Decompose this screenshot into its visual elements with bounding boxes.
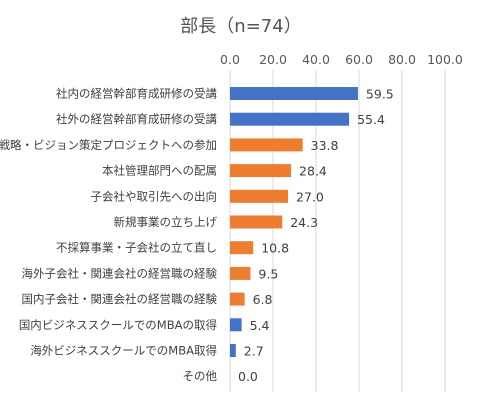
data-label: 59.5 [366,87,394,102]
bar [230,138,303,152]
bar [230,266,251,280]
x-tick-label: 40.0 [302,52,330,67]
category-label: 新規事業の立ち上げ [114,215,218,229]
chart-title: 部長（n=74） [180,16,301,37]
data-label: 5.4 [250,318,270,333]
bar [230,189,289,203]
bar [230,215,283,229]
x-tick-label: 80.0 [388,52,416,67]
x-axis-ticks: 0.0 20.0 40.0 60.0 80.0 100.0 [220,52,463,67]
bar [230,164,292,178]
category-label: 不採算事業・子会社の立て直し [56,241,217,255]
category-label: その他 [183,369,218,383]
category-labels: 社内の経営幹部育成研修の受講社外の経営幹部育成研修の受講戦略・ビジョン策定プロジ… [0,87,217,384]
category-label: 国内ビジネススクールでのMBAの取得 [19,318,217,332]
data-label: 10.8 [261,241,289,256]
x-tick-label: 60.0 [345,52,373,67]
category-label: 社内の経営幹部育成研修の受講 [56,87,217,101]
category-label: 社外の経営幹部育成研修の受講 [56,112,217,126]
bar [230,344,236,357]
data-label: 6.8 [253,292,273,307]
bar [230,87,358,100]
bar [230,241,254,255]
data-label: 0.0 [238,369,258,384]
bars [230,87,358,357]
data-label: 9.5 [258,266,278,281]
bar [230,292,245,306]
data-label: 24.3 [290,215,318,230]
x-tick-label: 0.0 [220,52,240,67]
value-labels: 59.5 55.4 33.8 28.4 27.0 24.310.8 9.5 6.8 5.4 2.7… [238,87,394,385]
category-label: 海外ビジネススクールでのMBA取得 [30,344,217,358]
category-label: 本社管理部門への配属 [102,164,217,178]
category-label: 国内子会社・関連会社の経営職の経験 [22,292,218,306]
data-label: 55.4 [357,112,385,127]
bar [230,112,350,126]
x-tick-label: 20.0 [259,52,287,67]
data-label: 2.7 [244,344,264,359]
category-label: 海外子会社・関連会社の経営職の経験 [22,266,218,280]
data-label: 28.4 [299,164,327,179]
x-tick-label: 100.0 [427,52,463,67]
bar [230,318,242,332]
data-label: 33.8 [311,138,339,153]
category-label: 子会社や取引先への出向 [91,189,218,203]
category-label: 戦略・ビジョン策定プロジェクトへの参加 [0,138,217,152]
data-label: 27.0 [296,189,324,204]
